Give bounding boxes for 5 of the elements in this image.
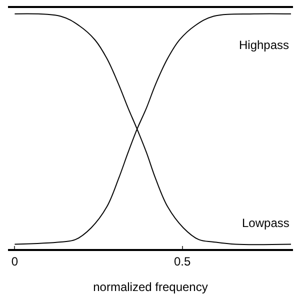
x-tick-label: 0.5 bbox=[174, 254, 192, 268]
x-tick-label: 0 bbox=[11, 254, 18, 268]
x-axis-title: normalized frequency bbox=[93, 280, 208, 294]
series-label: Highpass bbox=[239, 38, 290, 52]
series-label: Lowpass bbox=[242, 216, 290, 230]
